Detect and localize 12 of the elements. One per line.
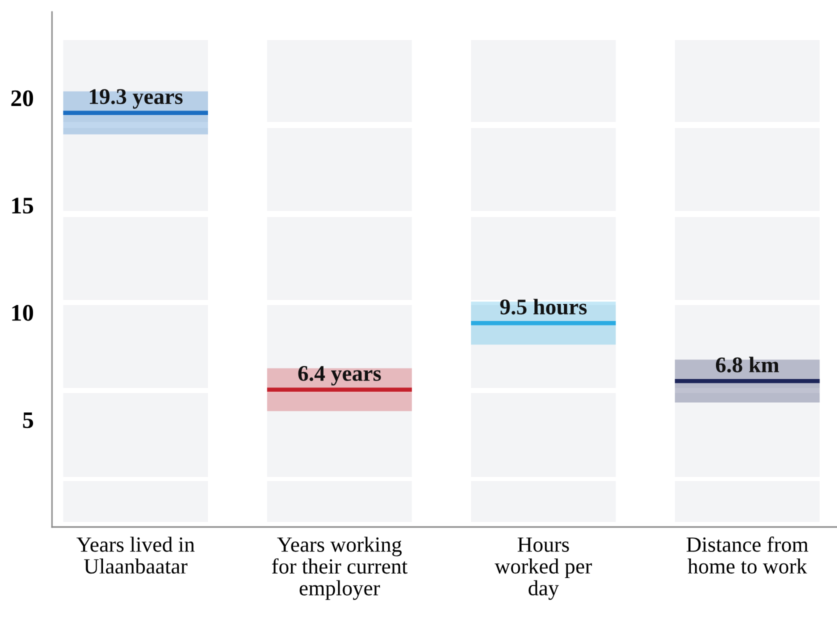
annotation: 6.8 km bbox=[716, 356, 780, 372]
annotation: 9.5 hours bbox=[500, 298, 587, 315]
y-tick-label: 15 bbox=[12, 198, 34, 214]
x-tick-label: Years lived in Ulaanbaatar bbox=[76, 536, 195, 574]
y-tick-label: 5 bbox=[23, 412, 34, 428]
annotation: 19.3 years bbox=[90, 89, 183, 109]
x-tick-label: Distance from home to work bbox=[686, 536, 808, 574]
x-tick-label: Years working for their current employer bbox=[272, 536, 408, 600]
y-tick-label: 20 bbox=[11, 90, 34, 106]
annotation: 6.4 years bbox=[298, 366, 381, 386]
y-tick-label: 10 bbox=[12, 304, 34, 321]
x-tick-label: Hours worked per day bbox=[494, 538, 592, 600]
